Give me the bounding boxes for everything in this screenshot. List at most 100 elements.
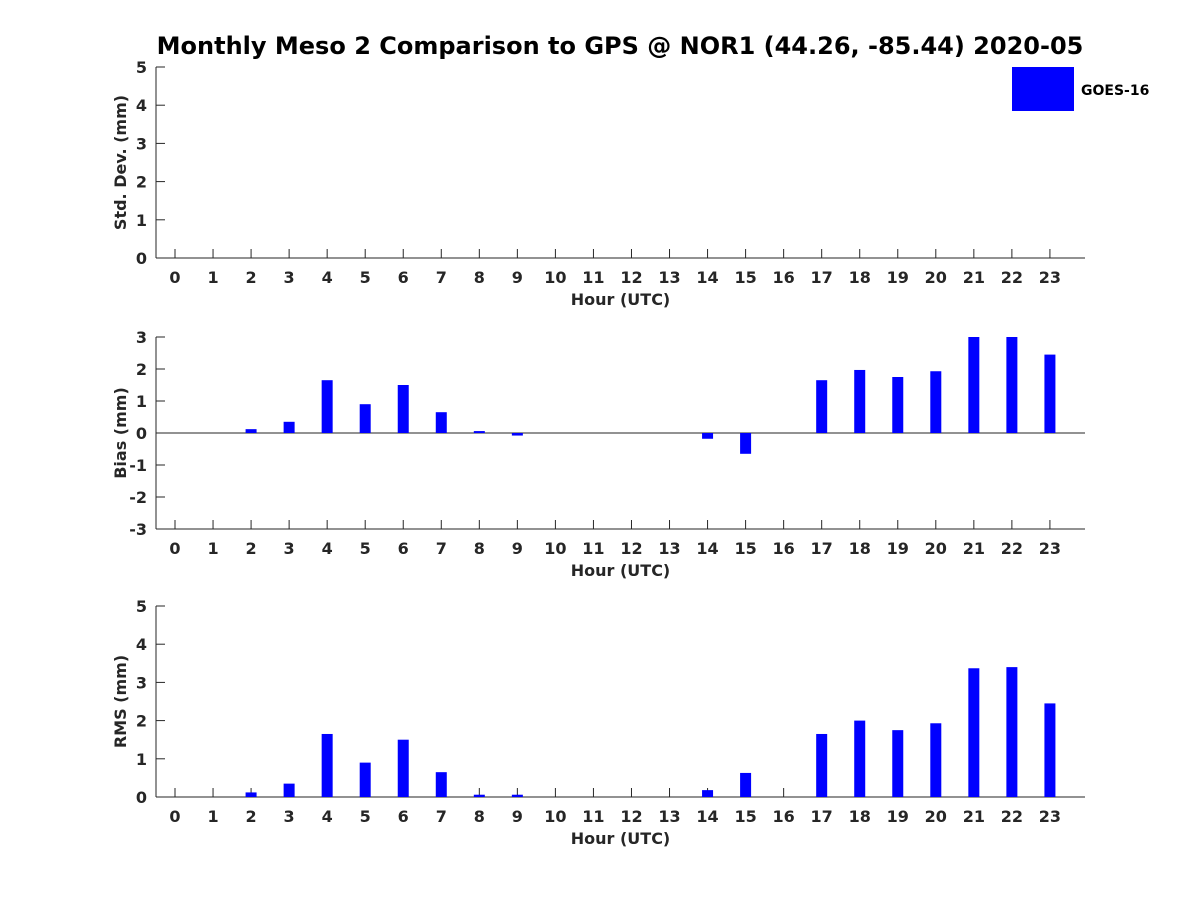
y-tick-label: 3 bbox=[136, 328, 147, 347]
x-tick-label: 8 bbox=[474, 807, 485, 826]
x-tick-label: 18 bbox=[849, 807, 871, 826]
y-tick-label: 3 bbox=[136, 134, 147, 153]
x-tick-label: 21 bbox=[963, 268, 985, 287]
x-tick-label: 2 bbox=[246, 807, 257, 826]
x-tick-label: 17 bbox=[811, 539, 833, 558]
x-tick-label: 18 bbox=[849, 539, 871, 558]
x-tick-label: 4 bbox=[322, 539, 333, 558]
bar bbox=[930, 371, 942, 433]
x-tick-label: 10 bbox=[544, 807, 566, 826]
y-tick-label: 0 bbox=[136, 249, 147, 268]
x-tick-label: 21 bbox=[963, 539, 985, 558]
x-axis-label: Hour (UTC) bbox=[571, 561, 671, 580]
x-tick-label: 11 bbox=[582, 807, 604, 826]
bar bbox=[892, 730, 904, 797]
x-tick-label: 14 bbox=[696, 807, 718, 826]
x-tick-label: 0 bbox=[169, 268, 180, 287]
x-tick-label: 14 bbox=[696, 539, 718, 558]
bar bbox=[435, 772, 447, 797]
y-tick-label: 2 bbox=[136, 360, 147, 379]
bar bbox=[473, 794, 485, 797]
x-tick-label: 12 bbox=[620, 268, 642, 287]
x-tick-label: 13 bbox=[658, 539, 680, 558]
x-tick-label: 22 bbox=[1001, 807, 1023, 826]
x-tick-label: 8 bbox=[474, 539, 485, 558]
bar bbox=[435, 412, 447, 433]
x-tick-label: 6 bbox=[398, 539, 409, 558]
y-tick-label: -1 bbox=[129, 456, 147, 475]
x-tick-label: 5 bbox=[360, 268, 371, 287]
bar bbox=[1044, 703, 1056, 797]
x-tick-label: 4 bbox=[322, 268, 333, 287]
bar bbox=[816, 380, 828, 433]
x-tick-label: 23 bbox=[1039, 268, 1061, 287]
legend-swatch bbox=[1012, 67, 1074, 111]
y-tick-label: -3 bbox=[129, 520, 147, 539]
x-tick-label: 16 bbox=[773, 268, 795, 287]
bar bbox=[854, 720, 866, 797]
bar bbox=[245, 792, 257, 797]
x-tick-label: 19 bbox=[887, 807, 909, 826]
bar bbox=[245, 429, 257, 433]
bar bbox=[816, 733, 828, 797]
x-tick-label: 9 bbox=[512, 539, 523, 558]
x-tick-label: 2 bbox=[246, 539, 257, 558]
x-tick-label: 16 bbox=[773, 807, 795, 826]
y-tick-label: 0 bbox=[136, 424, 147, 443]
y-tick-label: 2 bbox=[136, 712, 147, 731]
legend: GOES-16 bbox=[1012, 67, 1149, 111]
chart-title: Monthly Meso 2 Comparison to GPS @ NOR1 … bbox=[157, 32, 1084, 60]
y-tick-label: 2 bbox=[136, 173, 147, 192]
bar bbox=[968, 337, 980, 433]
y-tick-label: 3 bbox=[136, 673, 147, 692]
x-tick-label: 21 bbox=[963, 807, 985, 826]
x-tick-label: 12 bbox=[620, 807, 642, 826]
x-tick-label: 1 bbox=[207, 539, 218, 558]
x-tick-label: 6 bbox=[398, 807, 409, 826]
x-tick-label: 12 bbox=[620, 539, 642, 558]
x-tick-label: 17 bbox=[811, 807, 833, 826]
bar bbox=[283, 783, 295, 797]
bar bbox=[1044, 354, 1056, 433]
x-tick-label: 6 bbox=[398, 268, 409, 287]
y-axis-label: Std. Dev. (mm) bbox=[111, 95, 130, 230]
y-tick-label: 4 bbox=[136, 635, 147, 654]
x-tick-label: 9 bbox=[512, 268, 523, 287]
bar bbox=[283, 421, 295, 433]
x-tick-label: 0 bbox=[169, 807, 180, 826]
x-tick-label: 9 bbox=[512, 807, 523, 826]
bar bbox=[930, 723, 942, 797]
x-tick-label: 2 bbox=[246, 268, 257, 287]
x-tick-label: 3 bbox=[284, 268, 295, 287]
x-tick-label: 1 bbox=[207, 807, 218, 826]
bar bbox=[740, 772, 752, 797]
bar bbox=[892, 377, 904, 433]
x-tick-label: 15 bbox=[734, 807, 756, 826]
x-tick-label: 13 bbox=[658, 268, 680, 287]
x-tick-label: 14 bbox=[696, 268, 718, 287]
y-axis-label: RMS (mm) bbox=[111, 655, 130, 748]
bar bbox=[1006, 337, 1018, 433]
bar bbox=[740, 433, 752, 454]
bar bbox=[968, 668, 980, 797]
x-tick-label: 3 bbox=[284, 807, 295, 826]
x-tick-label: 15 bbox=[734, 268, 756, 287]
x-axis-label: Hour (UTC) bbox=[571, 290, 671, 309]
bar bbox=[511, 794, 523, 797]
x-tick-label: 13 bbox=[658, 807, 680, 826]
x-tick-label: 3 bbox=[284, 539, 295, 558]
bar bbox=[473, 431, 485, 434]
y-tick-label: 1 bbox=[136, 392, 147, 411]
x-tick-label: 7 bbox=[436, 539, 447, 558]
bar bbox=[511, 433, 523, 436]
x-tick-label: 8 bbox=[474, 268, 485, 287]
x-tick-label: 0 bbox=[169, 539, 180, 558]
y-tick-label: 5 bbox=[136, 597, 147, 616]
x-tick-label: 5 bbox=[360, 807, 371, 826]
bar bbox=[397, 739, 409, 797]
